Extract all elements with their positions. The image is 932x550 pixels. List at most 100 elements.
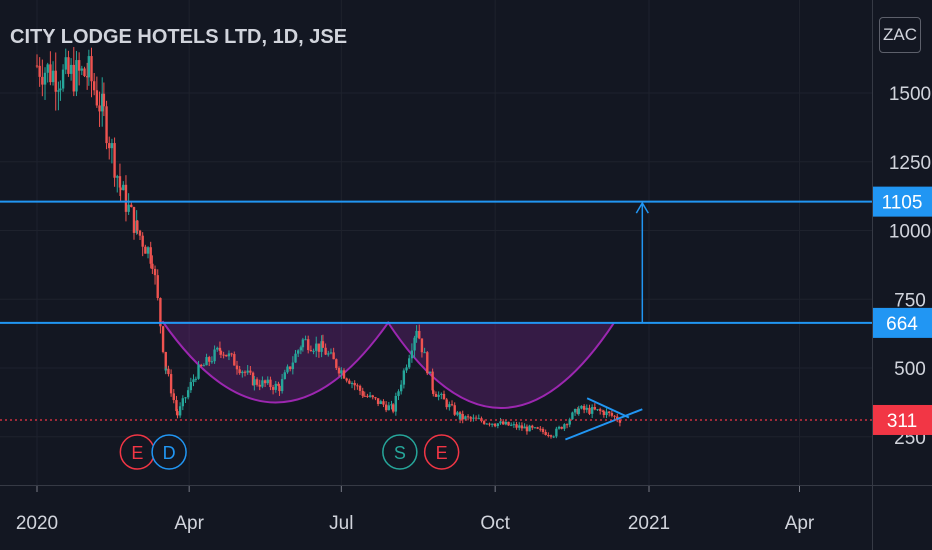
x-tick-label: Apr bbox=[174, 513, 204, 534]
candle-body bbox=[501, 421, 505, 425]
candle-body bbox=[585, 407, 588, 410]
candle bbox=[602, 410, 606, 418]
candle bbox=[547, 432, 550, 438]
candle-body bbox=[277, 383, 280, 386]
candle-body bbox=[274, 383, 277, 390]
event-marker-label: S bbox=[394, 443, 406, 463]
candle bbox=[371, 394, 374, 400]
candle bbox=[127, 193, 130, 215]
candle-body bbox=[485, 423, 489, 425]
candle-body bbox=[189, 382, 193, 391]
candle bbox=[77, 52, 81, 86]
candle bbox=[136, 219, 139, 235]
candle-body bbox=[466, 416, 470, 418]
candle bbox=[496, 423, 500, 429]
candle bbox=[571, 411, 574, 420]
candle-body bbox=[504, 421, 508, 425]
candle-body bbox=[440, 393, 443, 395]
candle-body bbox=[397, 391, 400, 396]
candle bbox=[95, 76, 99, 108]
candle-body bbox=[124, 184, 128, 212]
candle bbox=[159, 297, 162, 334]
candle bbox=[549, 434, 553, 439]
candle-body bbox=[296, 350, 300, 354]
candle-body bbox=[151, 263, 154, 269]
candle-body bbox=[132, 207, 136, 233]
event-marker-dividend[interactable]: D bbox=[151, 434, 187, 470]
candle-body bbox=[461, 413, 464, 420]
candle bbox=[324, 343, 327, 356]
candle-body bbox=[340, 370, 343, 374]
candle-body bbox=[233, 354, 236, 366]
candle-body bbox=[87, 56, 91, 78]
candle-body bbox=[261, 380, 264, 387]
candle-body bbox=[477, 418, 480, 420]
candle-body bbox=[130, 204, 133, 208]
candle-body bbox=[410, 350, 414, 359]
candle bbox=[557, 425, 561, 430]
candle bbox=[384, 401, 388, 413]
x-tick-label: Oct bbox=[480, 513, 510, 534]
candle bbox=[539, 425, 542, 432]
currency-button[interactable]: ZAC bbox=[879, 17, 921, 53]
candle-body bbox=[167, 368, 170, 375]
candle bbox=[43, 67, 47, 100]
candle bbox=[577, 405, 580, 416]
candle-body bbox=[186, 390, 190, 398]
candle-body bbox=[515, 424, 518, 428]
event-marker-earnings[interactable]: E bbox=[119, 434, 156, 470]
candle-body bbox=[363, 395, 366, 397]
candle-body bbox=[108, 143, 111, 149]
y-tick-label: 1500 bbox=[889, 84, 931, 105]
candle bbox=[304, 335, 307, 341]
candle-body bbox=[146, 247, 150, 254]
candle-body bbox=[175, 400, 178, 412]
candle-body bbox=[353, 383, 356, 386]
candle-body bbox=[608, 411, 611, 413]
candle bbox=[57, 81, 60, 111]
candle bbox=[59, 80, 62, 101]
event-marker-earnings[interactable]: E bbox=[423, 434, 460, 470]
candle bbox=[258, 379, 261, 391]
candle-body bbox=[356, 385, 359, 387]
candle bbox=[110, 138, 114, 164]
candle bbox=[387, 401, 391, 411]
candle bbox=[423, 347, 426, 354]
candle bbox=[472, 414, 475, 422]
candle-body bbox=[113, 143, 116, 178]
candle bbox=[161, 325, 165, 354]
candle-body bbox=[184, 397, 187, 399]
candle-body bbox=[415, 330, 418, 338]
candle-body bbox=[533, 427, 537, 429]
candle-body bbox=[164, 368, 167, 371]
candle-body bbox=[43, 72, 47, 85]
candle bbox=[261, 376, 264, 389]
candle-body bbox=[394, 395, 398, 412]
candle-body bbox=[571, 412, 574, 420]
candle-body bbox=[301, 339, 305, 348]
candle bbox=[263, 379, 267, 388]
candle-body bbox=[577, 408, 580, 414]
candle-body bbox=[557, 426, 561, 429]
candle bbox=[205, 353, 208, 366]
candle bbox=[200, 363, 203, 368]
candle-body bbox=[563, 424, 566, 429]
candle-body bbox=[593, 407, 597, 410]
candle bbox=[172, 389, 175, 404]
candle bbox=[169, 369, 173, 397]
candle bbox=[153, 265, 157, 285]
candle bbox=[296, 349, 300, 358]
candle bbox=[413, 335, 416, 358]
candle bbox=[225, 354, 228, 357]
candle-body bbox=[291, 362, 295, 370]
candle-body bbox=[269, 379, 272, 388]
candle-body bbox=[488, 423, 491, 425]
candle-body bbox=[510, 424, 513, 426]
event-marker-circle bbox=[151, 434, 187, 470]
candle-body bbox=[327, 353, 330, 355]
candle bbox=[445, 397, 448, 410]
event-marker-split[interactable]: S bbox=[382, 434, 418, 470]
candle-body bbox=[450, 404, 454, 406]
candle bbox=[317, 343, 321, 358]
